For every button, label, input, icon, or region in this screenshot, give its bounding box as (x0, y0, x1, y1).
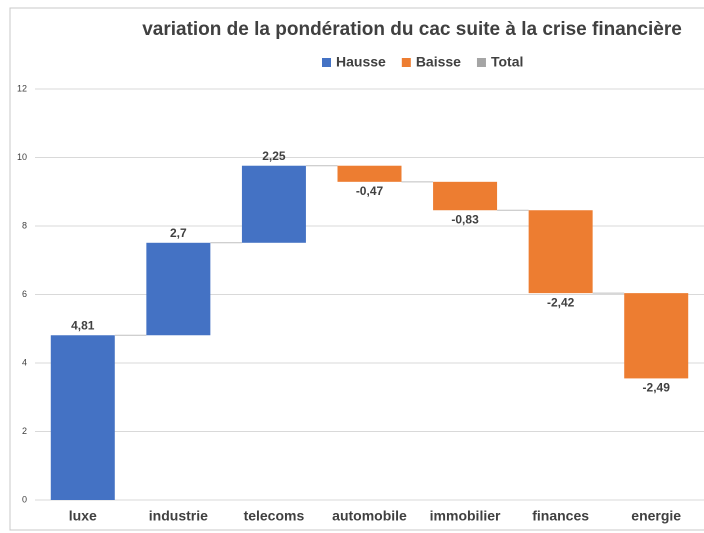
value-label: -0,83 (451, 212, 479, 226)
x-tick-label: industrie (149, 508, 208, 524)
bar (50, 335, 115, 500)
value-label: -2,49 (643, 381, 671, 395)
bar (337, 165, 402, 182)
y-tick-label: 6 (22, 289, 27, 299)
x-tick-label: luxe (69, 508, 97, 524)
x-tick-label: telecoms (244, 508, 305, 524)
bar (624, 293, 689, 379)
value-label: 2,7 (170, 226, 187, 240)
y-tick-label: 2 (22, 426, 27, 436)
bar (146, 242, 211, 336)
y-tick-label: 10 (17, 152, 27, 162)
x-tick-label: energie (631, 508, 681, 524)
legend-label: Hausse (336, 54, 386, 70)
bar (433, 181, 498, 211)
chart-title: variation de la pondération du cac suite… (142, 19, 682, 40)
legend-swatch (476, 58, 486, 67)
bar (241, 165, 306, 243)
legend-swatch (401, 58, 411, 67)
y-tick-label: 4 (22, 357, 27, 367)
y-tick-label: 0 (22, 494, 27, 504)
value-label: 2,25 (262, 149, 286, 163)
value-label: -0,47 (356, 184, 384, 198)
chart-frame (9, 7, 704, 531)
x-tick-label: finances (532, 508, 589, 524)
legend-label: Baisse (416, 54, 461, 70)
y-tick-label: 8 (22, 220, 27, 230)
bar (528, 210, 593, 294)
legend-label: Total (491, 54, 523, 70)
legend-swatch (322, 58, 331, 67)
value-label: 4,81 (71, 318, 95, 332)
x-tick-label: immobilier (430, 508, 501, 524)
y-tick-label: 12 (17, 83, 27, 93)
x-tick-label: automobile (332, 508, 407, 524)
value-label: -2,42 (547, 295, 575, 309)
